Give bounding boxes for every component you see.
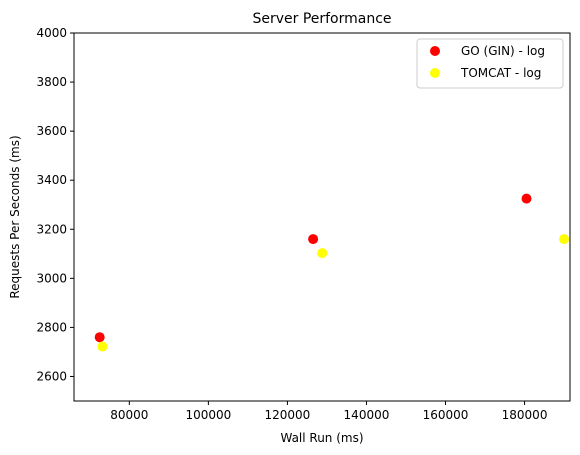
x-tick-label: 120000 [265, 408, 311, 422]
legend: GO (GIN) - log TOMCAT - log [416, 38, 564, 89]
y-tick-label: 3200 [36, 222, 67, 236]
y-tick-label: 2800 [36, 320, 67, 334]
y-tick-label: 2600 [36, 369, 67, 383]
y-tick-label: 3600 [36, 124, 67, 138]
legend-marker-tomcat [430, 68, 440, 78]
x-tick-label: 80000 [110, 408, 148, 422]
plot-area [74, 33, 570, 401]
y-axis-label: Requests Per Seconds (ms) [8, 135, 22, 298]
legend-label-go: GO (GIN) - log [461, 44, 545, 58]
go-gin-point [94, 332, 105, 343]
x-axis: 80000 100000 120000 140000 160000 180000 [110, 401, 547, 422]
x-tick-label: 100000 [185, 408, 231, 422]
plot-frame [73, 32, 571, 402]
go-gin-point [308, 234, 319, 245]
chart-title: Server Performance [252, 11, 391, 27]
x-axis-label: Wall Run (ms) [280, 431, 363, 445]
go-gin-point [521, 193, 532, 204]
y-tick-label: 3400 [36, 173, 67, 187]
legend-marker-go [430, 46, 440, 56]
tomcat-point [317, 248, 328, 259]
y-tick-label: 3800 [36, 75, 67, 89]
x-tick-label: 140000 [344, 408, 390, 422]
y-axis: 2600 2800 3000 3200 3400 3600 3800 4000 [36, 26, 74, 383]
legend-label-tomcat: TOMCAT - log [460, 66, 541, 80]
legend-box [416, 38, 564, 89]
tomcat-point [97, 341, 108, 352]
x-tick-label: 180000 [502, 408, 548, 422]
data-points [94, 193, 570, 352]
y-tick-label: 4000 [36, 26, 67, 40]
tomcat-point [559, 234, 570, 245]
x-tick-label: 160000 [423, 408, 469, 422]
y-tick-label: 3000 [36, 271, 67, 285]
